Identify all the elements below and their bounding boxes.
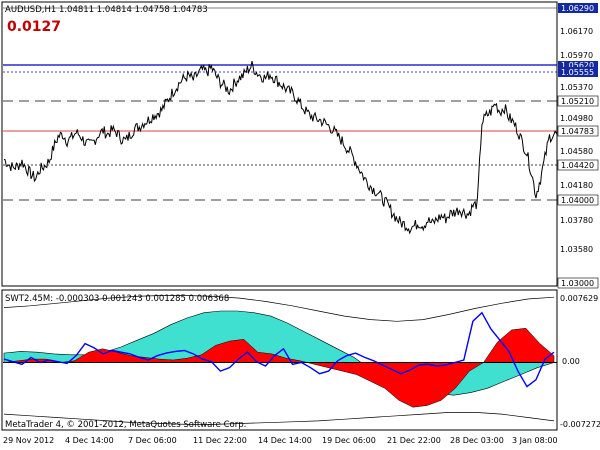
indicator-axis-top: 0.007629 [560, 294, 598, 303]
indicator-layer [3, 295, 557, 425]
time-label: 4 Dec 14:00 [65, 436, 114, 445]
time-label: 19 Dec 06:00 [322, 436, 376, 445]
time-label: 7 Dec 06:00 [128, 436, 177, 445]
price-tag-dash-lower-text: 1.04000 [561, 196, 594, 205]
indicator-red-area [3, 327, 555, 408]
time-label: 29 Nov 2012 [3, 436, 54, 445]
price-label: 1.03580 [560, 245, 593, 254]
price-tag-current-text: 1.04783 [561, 127, 594, 136]
price-tag-dot-mid-text: 1.04420 [561, 161, 594, 170]
price-label: 1.05970 [560, 51, 593, 60]
main-chart-frame [1, 1, 558, 287]
price-tag-blue-1 [558, 61, 598, 69]
price-tag-bottom-text: 1.03000 [561, 279, 594, 288]
price-series-line [3, 61, 558, 235]
indicator-axis-bottom: -0.007272 [560, 420, 600, 429]
indicator-header: SWT2.45M: -0.000303 0.001243 0.001285 0.… [5, 294, 229, 304]
indicator-envelope-upper [3, 295, 555, 322]
price-tag-dash-upper-text: 1.05210 [561, 97, 594, 106]
time-label: 14 Dec 14:00 [258, 436, 312, 445]
chart-header: AUDUSD,H1 1.04811 1.04814 1.04758 1.0478… [5, 5, 208, 15]
price-tag-current [557, 125, 599, 137]
time-label: 3 Jan 08:00 [512, 436, 558, 445]
price-tag-bottom [557, 277, 599, 289]
price-label: 1.04180 [560, 181, 593, 190]
time-label: 21 Dec 22:00 [387, 436, 441, 445]
price-tag-top [558, 3, 598, 13]
copyright-text: MetaTrader 4, © 2001-2012, MetaQuotes So… [5, 420, 246, 430]
price-layer [3, 61, 558, 235]
price-tag-blue-2-text: 1.05555 [561, 68, 594, 77]
time-label: 28 Dec 03:00 [450, 436, 504, 445]
time-axis: 29 Nov 2012 4 Dec 14:00 7 Dec 06:00 11 D… [3, 436, 558, 445]
price-tag-blue-1-text: 1.05620 [561, 61, 594, 70]
price-label: 1.04980 [560, 114, 593, 123]
signal-value: 0.0127 [7, 19, 61, 35]
indicator-envelope-lower [3, 412, 555, 425]
price-label: 1.03780 [560, 216, 593, 225]
time-label: 11 Dec 22:00 [193, 436, 247, 445]
price-tag-top-text: 1.06290 [561, 4, 594, 13]
indicator-blue-line [3, 311, 555, 388]
price-axis: 1.06290 1.06170 1.05970 1.05620 1.05555 … [557, 3, 599, 289]
price-tag-dash-lower [557, 194, 599, 206]
price-tag-dot-mid [557, 159, 599, 171]
price-tag-blue-2 [558, 67, 598, 77]
price-label: 1.05370 [560, 83, 593, 92]
price-label: 1.06170 [560, 27, 593, 36]
price-tag-dash-upper [557, 95, 599, 107]
price-label: 1.04580 [560, 147, 593, 156]
indicator-axis-zero: 0.00 [562, 357, 580, 366]
indicator-axis: 0.007629 0.00 -0.007272 [560, 294, 600, 429]
